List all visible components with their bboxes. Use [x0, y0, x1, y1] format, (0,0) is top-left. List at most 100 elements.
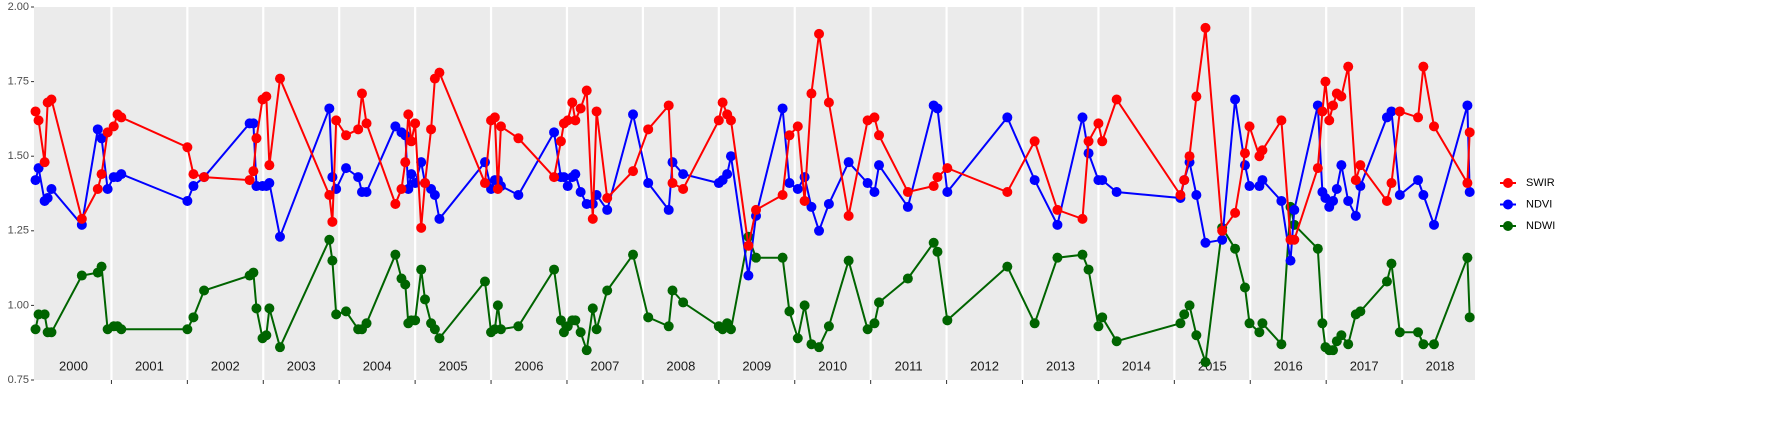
data-point	[76, 213, 87, 224]
data-point	[390, 198, 401, 209]
data-point	[248, 118, 259, 129]
year-label: 2006	[515, 358, 544, 373]
data-point	[341, 130, 352, 141]
data-point	[1111, 94, 1122, 105]
data-point	[434, 333, 445, 344]
data-point	[1386, 106, 1397, 117]
data-point	[823, 198, 834, 209]
data-point	[549, 172, 560, 183]
data-point	[942, 187, 953, 198]
data-point	[823, 97, 834, 108]
data-point	[1462, 252, 1473, 263]
data-point	[1355, 306, 1366, 317]
data-point	[327, 172, 338, 183]
data-point	[713, 115, 724, 126]
data-point	[361, 118, 372, 129]
year-label: 2009	[742, 358, 771, 373]
data-point	[406, 169, 417, 180]
data-point	[725, 324, 736, 335]
data-point	[667, 157, 678, 168]
data-point	[33, 115, 44, 126]
data-point	[479, 178, 490, 189]
data-point	[1093, 118, 1104, 129]
data-point	[575, 327, 586, 338]
data-point	[248, 166, 259, 177]
data-point	[799, 195, 810, 206]
data-point	[1394, 106, 1405, 117]
data-point	[116, 112, 127, 123]
data-point	[495, 121, 506, 132]
data-point	[874, 160, 885, 171]
data-point	[751, 252, 762, 263]
data-point	[643, 124, 654, 135]
data-point	[400, 279, 411, 290]
year-label: 2016	[1274, 358, 1303, 373]
data-point	[777, 252, 788, 263]
year-label: 2003	[287, 358, 316, 373]
data-point	[1179, 175, 1190, 186]
data-point	[1413, 112, 1424, 123]
data-point	[116, 169, 127, 180]
data-point	[495, 324, 506, 335]
data-point	[1002, 261, 1013, 272]
data-point	[806, 201, 817, 212]
data-point	[396, 184, 407, 195]
data-point	[248, 267, 259, 278]
data-point	[182, 195, 193, 206]
data-point	[96, 169, 107, 180]
data-point	[843, 210, 854, 221]
data-point	[1111, 336, 1122, 347]
data-point	[416, 222, 427, 233]
data-point	[274, 231, 285, 242]
data-point	[1336, 160, 1347, 171]
data-point	[30, 175, 41, 186]
data-point	[1429, 219, 1440, 230]
legend-marker	[1503, 221, 1513, 231]
data-point	[628, 109, 639, 120]
data-point	[843, 157, 854, 168]
data-point	[327, 216, 338, 227]
data-point	[1200, 237, 1211, 248]
data-point	[410, 118, 421, 129]
data-point	[869, 187, 880, 198]
data-point	[1462, 178, 1473, 189]
data-point	[1052, 252, 1063, 263]
data-point	[1077, 112, 1088, 123]
data-point	[784, 130, 795, 141]
data-point	[199, 285, 210, 296]
data-point	[1029, 136, 1040, 147]
data-point	[1097, 312, 1108, 323]
y-tick-label: 1.75	[8, 76, 29, 88]
data-point	[784, 178, 795, 189]
data-point	[1328, 195, 1339, 206]
data-point	[429, 189, 440, 200]
data-point	[1350, 210, 1361, 221]
data-point	[722, 169, 733, 180]
data-point	[1394, 189, 1405, 200]
data-point	[932, 103, 943, 114]
data-point	[1217, 225, 1228, 236]
data-point	[628, 249, 639, 260]
data-point	[76, 270, 87, 281]
data-point	[814, 225, 825, 236]
data-point	[244, 175, 255, 186]
data-point	[1418, 339, 1429, 350]
data-point	[1029, 318, 1040, 329]
legend-label: NDWI	[1526, 220, 1555, 232]
data-point	[628, 166, 639, 177]
y-tick-label: 2.00	[8, 1, 29, 13]
data-point	[492, 300, 503, 311]
data-point	[1257, 145, 1268, 156]
data-point	[1052, 204, 1063, 215]
data-point	[1381, 276, 1392, 287]
data-point	[39, 157, 50, 168]
data-point	[1464, 312, 1475, 323]
year-label: 2002	[211, 358, 240, 373]
data-point	[1191, 330, 1202, 341]
data-point	[1418, 61, 1429, 72]
data-point	[643, 312, 654, 323]
data-point	[1230, 207, 1241, 218]
data-point	[1464, 187, 1475, 198]
data-point	[403, 109, 414, 120]
